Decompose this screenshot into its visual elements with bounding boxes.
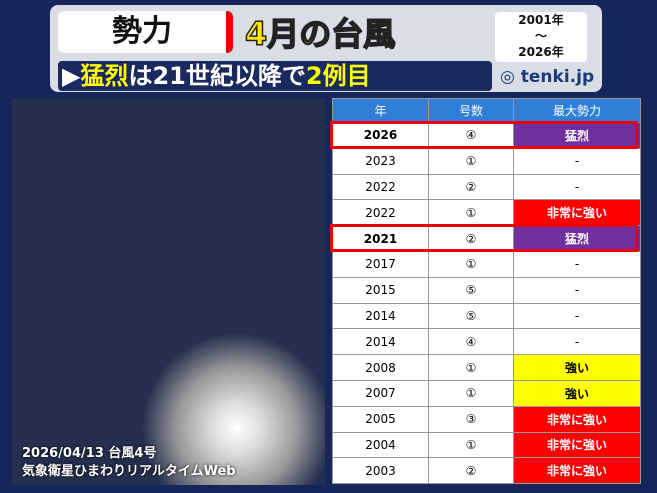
title: 4月の台風 [244,14,396,54]
year: 2017 [332,250,429,278]
intensity: - [513,173,641,201]
caption: 2026/04/13 台風4号 [22,446,157,461]
column-header: 最大勢力 [513,98,641,123]
year: 2022 [332,199,429,227]
label: 勢力 [58,11,233,53]
table: 年号数 最大勢力 2026 ④ 猛烈 2023 ① -2022 ② -2022 ① 非常に強い 2021… [332,98,641,485]
year: 2003 [332,457,429,485]
intensity: - [513,147,641,175]
row: 2021 ② 猛烈 [332,225,641,252]
period: 2001年 ～ 2026年 [495,12,587,62]
intensity: 非常に強い [513,405,641,433]
intensity: 強い [513,354,641,381]
subtitle-part: ▶ [62,62,81,90]
number: ① [428,354,514,381]
year: 2004 [332,431,429,459]
year: 2007 [332,379,429,407]
subtitle: ▶猛烈は21世紀以降で2例目 [58,61,492,91]
year: 2014 [332,302,429,330]
column-header: 号数 [428,98,514,123]
row: 2003 ② 非常に強い [332,457,641,485]
row: 2014 ⑤ - [332,302,641,330]
caption: 気象衛星ひまわりリアルタイムWeb [22,464,236,479]
number: ② [428,457,514,485]
number: ③ [428,405,514,433]
row: 2007 ① 強い [332,379,641,407]
header: 勢力 4月の台風 2001年 ～ 2026年 ▶猛烈は21世紀以降で2例目 ◎ … [50,5,602,92]
column-header: 年 [332,98,429,123]
number: ① [428,379,514,407]
number: ④ [428,328,514,356]
year: 2026 [332,122,429,149]
intensity: 非常に強い [513,457,641,485]
number: ① [428,147,514,175]
subtitle-part: 猛烈 [80,62,129,90]
number: ① [428,199,514,227]
subtitle-part: 2例目 [305,62,371,90]
year: 2014 [332,328,429,356]
satellite-image: 2026/04/13 台風4号 気象衛星ひまわりリアルタイムWeb [12,98,325,485]
period-to: 2026年 [518,45,564,59]
year: 2015 [332,276,429,304]
intensity: - [513,276,641,304]
year: 2023 [332,147,429,175]
highlight-box [330,224,638,253]
row: 2017 ① - [332,250,641,278]
period-sep: ～ [534,29,547,43]
row: 2022 ① 非常に強い [332,199,641,227]
row: 2008 ① 強い [332,354,641,381]
intensity: 非常に強い [513,431,641,459]
row: 2023 ① - [332,147,641,175]
number: ① [428,250,514,278]
logo-text: tenki.jp [520,67,595,87]
number: ② [428,173,514,201]
intensity: - [513,328,641,356]
row: 2015 ⑤ - [332,276,641,304]
highlight-box [330,121,638,149]
row: 2004 ① 非常に強い [332,431,641,459]
row: 2005 ③ 非常に強い [332,405,641,433]
row: 2022 ② - [332,173,641,201]
row: 2014 ④ - [332,328,641,356]
subtitle-part: は21世紀以降で [128,62,306,90]
number: ⑤ [428,276,514,304]
number: ① [428,431,514,459]
year: 2005 [332,405,429,433]
intensity: - [513,302,641,330]
period-from: 2001年 [518,13,564,27]
logo: ◎ tenki.jp [500,67,595,87]
intensity: - [513,250,641,278]
number: ⑤ [428,302,514,330]
year: 2008 [332,354,429,381]
year: 2021 [332,225,429,252]
intensity: 非常に強い [513,199,641,227]
intensity: 強い [513,379,641,407]
year: 2022 [332,173,429,201]
